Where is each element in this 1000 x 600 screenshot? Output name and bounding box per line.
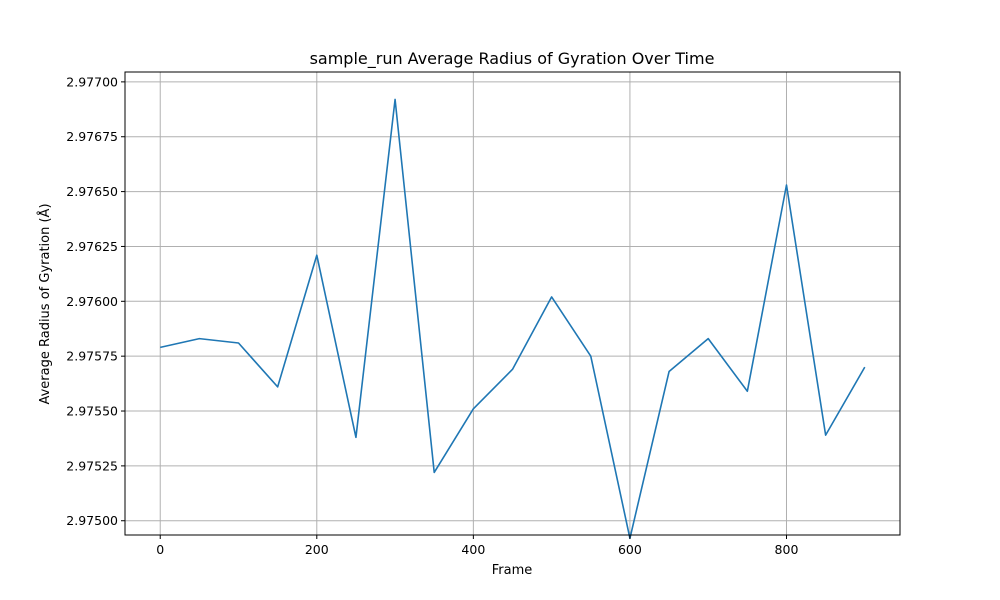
grid-lines [125,72,900,535]
y-tick-label: 2.97500 [66,513,118,528]
x-tick-label: 400 [461,542,485,557]
x-tick-label: 800 [775,542,799,557]
y-tick-label: 2.97650 [66,184,118,199]
x-axis-label: Frame [492,563,533,578]
y-tick-label: 2.97700 [66,74,118,89]
series-layer [160,98,866,540]
x-tick-label: 600 [618,542,642,557]
y-tick-label: 2.97525 [66,458,118,473]
x-axis-ticks: 0 200 400 600 800 [156,535,798,557]
y-tick-label: 2.97575 [66,349,118,364]
y-tick-label: 2.97625 [66,239,118,254]
plot-frame [124,71,901,536]
y-tick-label: 2.97600 [66,294,118,309]
y-axis-label: Average Radius of Gyration (Å) [37,203,53,404]
y-tick-label: 2.97675 [66,129,118,144]
x-tick-label: 200 [305,542,329,557]
y-axis-ticks: 2.97500 2.97525 2.97550 2.97575 2.97600 2.976… [66,74,125,528]
series-line [160,98,866,540]
chart-title: sample_run Average Radius of Gyration Ov… [310,49,715,69]
x-tick-label: 0 [156,542,164,557]
y-tick-label: 2.97550 [66,404,118,419]
